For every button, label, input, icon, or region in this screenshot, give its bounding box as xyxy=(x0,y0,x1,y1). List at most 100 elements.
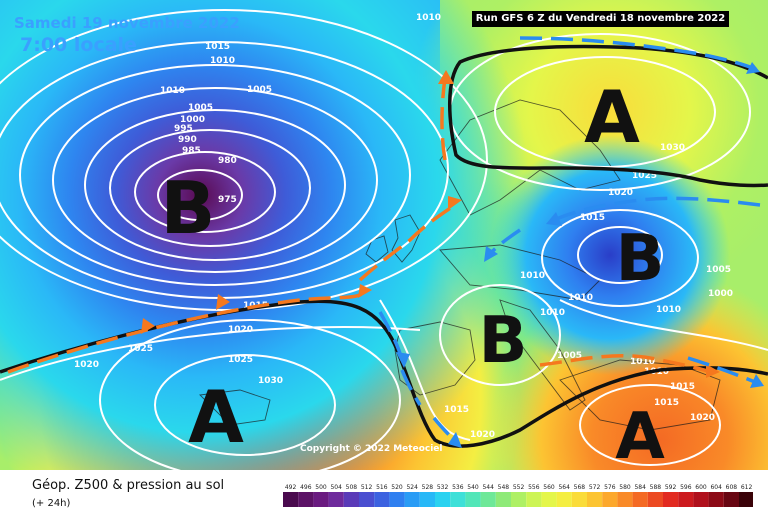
scale-swatch xyxy=(632,492,648,507)
scale-tick-label: 572 xyxy=(589,484,601,491)
scale-swatch xyxy=(435,492,451,507)
scale-swatch xyxy=(359,492,375,507)
isobar-label: 1020 xyxy=(74,360,99,370)
scale-tick-label: 540 xyxy=(467,484,479,491)
isobar-label: 1005 xyxy=(557,351,582,361)
isobar-label: 980 xyxy=(218,156,237,166)
isobar-label: 995 xyxy=(174,124,193,134)
weather-map: 1010 1015 1010 1010 1005 1005 1000 995 9… xyxy=(0,0,768,470)
isobar-label: 1020 xyxy=(608,188,633,198)
isobar-label: 1010 xyxy=(656,305,681,315)
pressure-system-letters: B A A B B A xyxy=(161,75,666,470)
scale-swatch xyxy=(313,492,329,507)
scale-tick-label: 524 xyxy=(406,484,418,491)
isobar-label: 1020 xyxy=(228,325,253,335)
forecast-date: Samedi 19 novembre 2022 xyxy=(14,14,240,32)
scale-tick-label: 532 xyxy=(437,484,449,491)
scale-swatch xyxy=(419,492,435,507)
isobar-label: 1010 xyxy=(630,357,655,367)
scale-swatch xyxy=(298,492,314,507)
isobar-label: 1015 xyxy=(205,42,230,52)
jet-stream-orange xyxy=(7,77,711,374)
scale-tick-label: 604 xyxy=(710,484,722,491)
scale-tick-label: 520 xyxy=(391,484,403,491)
scale-swatch xyxy=(693,492,709,507)
scale-tick-label: 512 xyxy=(361,484,373,491)
scale-tick-label: 580 xyxy=(619,484,631,491)
scale-swatch xyxy=(678,492,694,507)
pressure-system-low: B xyxy=(479,304,528,378)
pressure-system-low: B xyxy=(161,166,216,250)
scale-tick-label: 564 xyxy=(558,484,570,491)
scale-tick-label: 544 xyxy=(482,484,494,491)
scale-tick-label: 504 xyxy=(330,484,342,491)
color-scale: 492 496 500 504 508 512 516 520 524 528 532 536 540 5… xyxy=(283,484,753,507)
scale-swatch xyxy=(465,492,481,507)
scale-tick-label: 500 xyxy=(315,484,327,491)
scale-tick-label: 492 xyxy=(285,484,297,491)
scale-tick-label: 560 xyxy=(543,484,555,491)
scale-tick-label: 576 xyxy=(604,484,616,491)
jet-stream-blue-heads xyxy=(396,62,764,448)
isobar-label: 1015 xyxy=(654,398,679,408)
pressure-system-high: A xyxy=(188,375,244,459)
scale-swatch xyxy=(663,492,679,507)
isobar-label: 1025 xyxy=(228,355,253,365)
isobar-label: 1010 xyxy=(160,86,185,96)
isobar-label: 1030 xyxy=(258,376,283,386)
isobar-label: 1000 xyxy=(708,289,733,299)
pressure-system-low: B xyxy=(616,222,665,296)
scale-swatch xyxy=(328,492,344,507)
scale-swatch xyxy=(541,492,557,507)
forecast-time: 7:00 locale xyxy=(20,34,137,56)
scale-tick-label: 596 xyxy=(680,484,692,491)
isobar-label: 1020 xyxy=(690,413,715,423)
isobar-label: 1010 xyxy=(210,56,235,66)
isobar-label: 985 xyxy=(182,146,201,156)
isobar-label: 1005 xyxy=(247,85,272,95)
scale-swatch xyxy=(343,492,359,507)
scale-tick-label: 556 xyxy=(528,484,540,491)
legend-title: Géop. Z500 & pression au sol xyxy=(32,478,225,493)
scale-tick-label: 608 xyxy=(726,484,738,491)
isobar-label: 1015 xyxy=(444,405,469,415)
scale-swatch xyxy=(283,492,299,507)
scale-tick-label: 592 xyxy=(665,484,677,491)
isobar-label: 1015 xyxy=(580,213,605,223)
isobar-label: 990 xyxy=(178,135,197,145)
legend-subtitle: (+ 24h) xyxy=(32,498,71,509)
scale-tick-label: 612 xyxy=(741,484,753,491)
scale-tick-label: 588 xyxy=(650,484,662,491)
pressure-system-high: A xyxy=(584,75,640,159)
scale-swatch xyxy=(723,492,739,507)
scale-swatch xyxy=(526,492,542,507)
copyright-notice: Copyright © 2022 Meteociel xyxy=(300,444,443,454)
isobar-label: 1025 xyxy=(128,344,153,354)
scale-tick-label: 528 xyxy=(422,484,434,491)
isobar-label: 1030 xyxy=(660,143,685,153)
north-contour xyxy=(448,44,768,188)
scale-tick-label: 584 xyxy=(634,484,646,491)
scale-swatch xyxy=(556,492,572,507)
model-run-label: Run GFS 6 Z du Vendredi 18 novembre 2022 xyxy=(472,11,729,27)
geopotential-field-west-low xyxy=(0,0,768,470)
scale-tick-label: 600 xyxy=(695,484,707,491)
isobar-label: 1005 xyxy=(706,265,731,275)
isobar-label: 1000 xyxy=(180,115,205,125)
scale-swatch xyxy=(511,492,527,507)
pressure-system-high: A xyxy=(615,400,665,470)
isobar-label: 1015 xyxy=(670,382,695,392)
isobar-label: 1010 xyxy=(540,308,565,318)
scale-tick-label: 536 xyxy=(452,484,464,491)
scale-tick-label: 516 xyxy=(376,484,388,491)
scale-swatch xyxy=(450,492,466,507)
scale-swatch xyxy=(602,492,618,507)
scale-swatch xyxy=(617,492,633,507)
scale-tick-label: 496 xyxy=(300,484,312,491)
isobar-label: 1020 xyxy=(470,430,495,440)
scale-tick-label: 548 xyxy=(498,484,510,491)
isobar-label: 1025 xyxy=(632,171,657,181)
scale-swatch xyxy=(587,492,603,507)
scale-tick-label: 508 xyxy=(346,484,358,491)
jet-stream-orange-heads xyxy=(141,70,720,378)
